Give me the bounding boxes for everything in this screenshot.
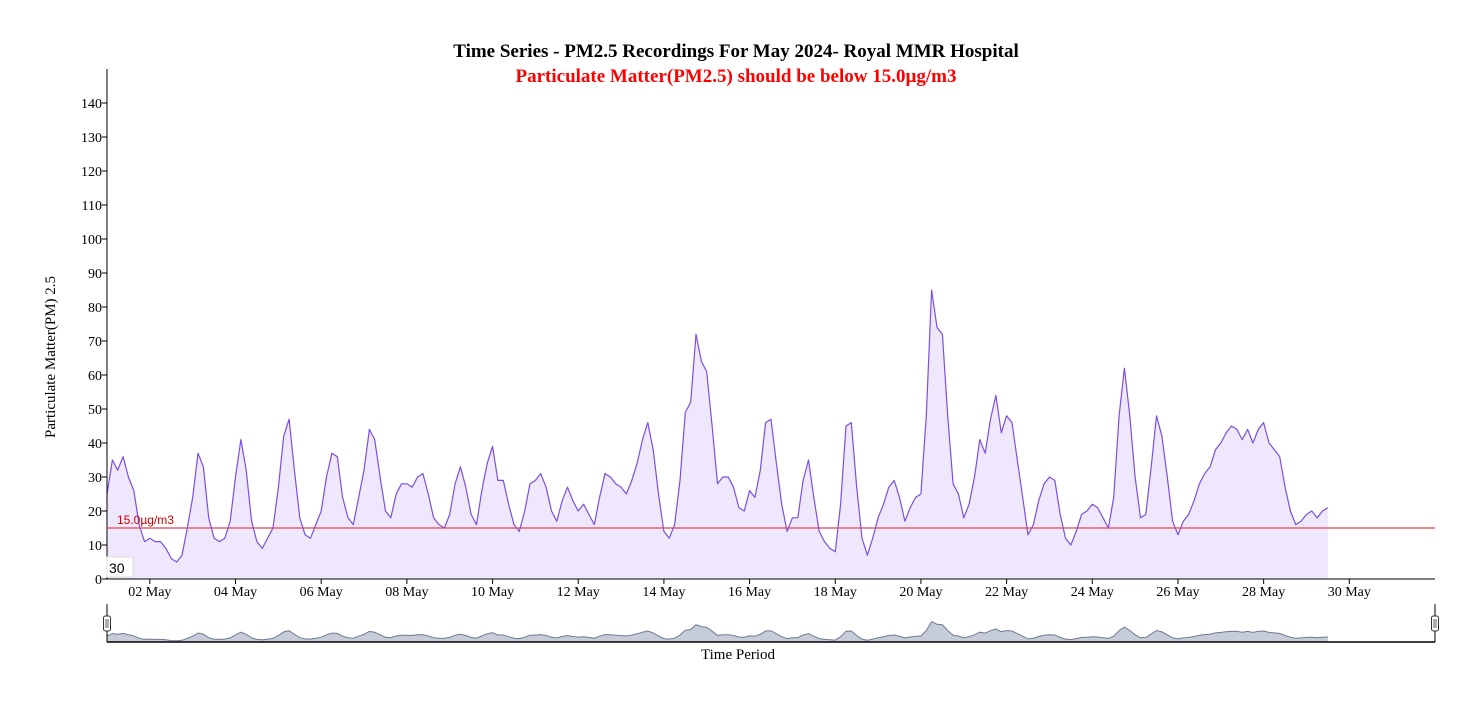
x-tick-label: 28 May	[1242, 585, 1285, 600]
y-tick-label: 90	[88, 267, 102, 282]
y-tick-label: 70	[88, 335, 102, 350]
x-tick-label: 08 May	[385, 585, 428, 600]
y-tick-label: 110	[82, 199, 102, 214]
value-badge-box	[106, 556, 134, 578]
x-tick-label: 12 May	[557, 585, 600, 600]
navigator-line	[106, 620, 1328, 642]
y-tick-label: 60	[88, 369, 102, 384]
threshold-label: 15.0µg/m3	[117, 513, 174, 527]
x-tick-label: 22 May	[985, 585, 1028, 600]
x-tick-label: 24 May	[1071, 585, 1114, 600]
x-axis-ticks: 02 May 04 May 06 May 08 May 10 May 12 May 14 M…	[128, 579, 1371, 600]
y-axis-ticks: 0 10 20 30 40 50 60 70 80 90 100 110 120 130 140	[81, 97, 107, 588]
x-tick-label: 26 May	[1156, 585, 1199, 600]
y-tick-label: 100	[81, 233, 102, 248]
y-tick-label: 0	[95, 573, 102, 588]
y-tick-label: 10	[88, 539, 102, 554]
plot-area	[106, 69, 1435, 580]
x-tick-label: 30 May	[1328, 585, 1371, 600]
y-tick-label: 30	[88, 471, 102, 486]
y-tick-label: 40	[88, 437, 102, 452]
y-tick-label: 140	[81, 97, 102, 112]
x-tick-label: 14 May	[642, 585, 685, 600]
x-tick-label: 10 May	[471, 585, 514, 600]
y-axis-label: Particulate Matter(PM) 2.5	[43, 276, 59, 438]
y-tick-label: 20	[88, 505, 102, 520]
navigator-right-handle[interactable]	[1431, 615, 1439, 632]
x-tick-label: 20 May	[899, 585, 942, 600]
range-navigator[interactable]	[103, 604, 1439, 643]
x-tick-label: 18 May	[814, 585, 857, 600]
navigator-left-handle[interactable]	[103, 615, 111, 632]
series-area	[107, 290, 1328, 579]
y-tick-label: 80	[88, 301, 102, 316]
navigator-area	[107, 621, 1328, 642]
value-badge: 30	[109, 560, 125, 576]
chart-subtitle: Particulate Matter(PM2.5) should be belo…	[515, 66, 956, 87]
x-tick-label: 02 May	[128, 585, 171, 600]
y-tick-label: 120	[81, 165, 102, 180]
x-tick-label: 04 May	[214, 585, 257, 600]
x-axis-label: Time Period	[701, 647, 776, 663]
chart-title: Time Series - PM2.5 Recordings For May 2…	[453, 41, 1019, 62]
y-tick-label: 50	[88, 403, 102, 418]
series-line	[106, 289, 1329, 563]
y-tick-label: 130	[81, 131, 102, 146]
x-tick-label: 16 May	[728, 585, 771, 600]
threshold-group: 15.0µg/m3 30	[106, 513, 1435, 578]
x-tick-label: 06 May	[300, 585, 343, 600]
